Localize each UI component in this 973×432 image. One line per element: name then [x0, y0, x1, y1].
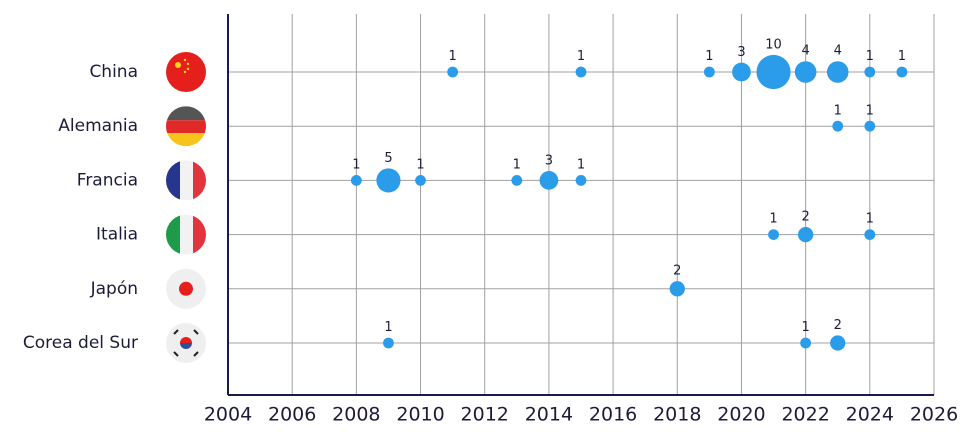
data-label: 1 — [866, 49, 874, 64]
x-tick-label: 2026 — [910, 404, 958, 426]
y-tick-label: Corea del Sur — [23, 333, 138, 353]
bubble — [575, 66, 587, 78]
x-tick-label: 2010 — [396, 404, 444, 426]
y-tick-label: Francia — [77, 170, 138, 190]
bubble — [830, 335, 846, 351]
flag-france — [166, 160, 206, 201]
flag-japan — [166, 268, 206, 309]
data-label: 3 — [737, 45, 745, 60]
data-label: 1 — [866, 103, 874, 118]
data-label: 1 — [448, 49, 456, 64]
data-label: 1 — [834, 103, 842, 118]
data-label: 3 — [545, 154, 553, 169]
x-tick-label: 2004 — [204, 404, 252, 426]
data-label: 1 — [705, 49, 713, 64]
data-label: 1 — [384, 320, 392, 335]
x-tick-label: 2018 — [653, 404, 701, 426]
bubble — [350, 175, 362, 186]
bubble — [832, 120, 844, 132]
y-tick-label: Alemania — [58, 116, 138, 136]
bubble — [797, 226, 814, 243]
bubble — [800, 337, 812, 349]
data-label: 1 — [577, 49, 585, 64]
data-label: 1 — [352, 158, 360, 173]
bubble — [511, 175, 523, 186]
y-tick-label: Italia — [96, 225, 138, 245]
bubble — [376, 168, 401, 193]
data-label: 5 — [384, 151, 392, 166]
data-label: 2 — [673, 264, 681, 279]
data-label: 1 — [866, 212, 874, 227]
data-label: 1 — [416, 158, 424, 173]
bubble — [447, 66, 459, 78]
bubble — [864, 66, 876, 78]
bubble — [768, 229, 779, 241]
bubble — [864, 120, 876, 132]
x-tick-label: 2020 — [717, 404, 765, 426]
x-tick-label: 2024 — [846, 404, 894, 426]
bubble — [896, 66, 908, 78]
bubble — [539, 171, 559, 190]
flag-italy — [166, 214, 206, 255]
bubble — [669, 281, 685, 297]
y-tick-label: China — [89, 62, 138, 82]
bubble — [383, 337, 394, 349]
data-label: 4 — [801, 44, 809, 59]
data-label: 2 — [801, 209, 809, 224]
flag-germany — [166, 106, 206, 147]
data-label: 1 — [769, 212, 777, 227]
data-label: 1 — [513, 158, 521, 173]
x-tick-label: 2014 — [525, 404, 573, 426]
flag-korea — [166, 323, 206, 363]
y-tick-label: Japón — [90, 279, 138, 299]
bubble — [703, 66, 715, 78]
data-label: 10 — [765, 37, 782, 52]
x-tick-label: 2022 — [781, 404, 829, 426]
flag-china — [166, 52, 206, 92]
flags — [166, 52, 206, 363]
data-label: 4 — [834, 44, 842, 59]
data-label: 1 — [801, 320, 809, 335]
x-tick-label: 2008 — [332, 404, 380, 426]
x-tick-label: 2016 — [589, 404, 637, 426]
bubble — [732, 62, 751, 82]
x-tick-label: 2012 — [461, 404, 509, 426]
bubble — [826, 61, 849, 83]
bubble — [864, 229, 876, 241]
bubble — [575, 175, 587, 186]
bubble — [794, 61, 817, 83]
data-label: 2 — [834, 318, 842, 333]
bubble — [756, 54, 791, 90]
bubble — [415, 175, 426, 186]
data-label: 1 — [898, 49, 906, 64]
data-label: 1 — [577, 158, 585, 173]
x-tick-label: 2006 — [268, 404, 316, 426]
